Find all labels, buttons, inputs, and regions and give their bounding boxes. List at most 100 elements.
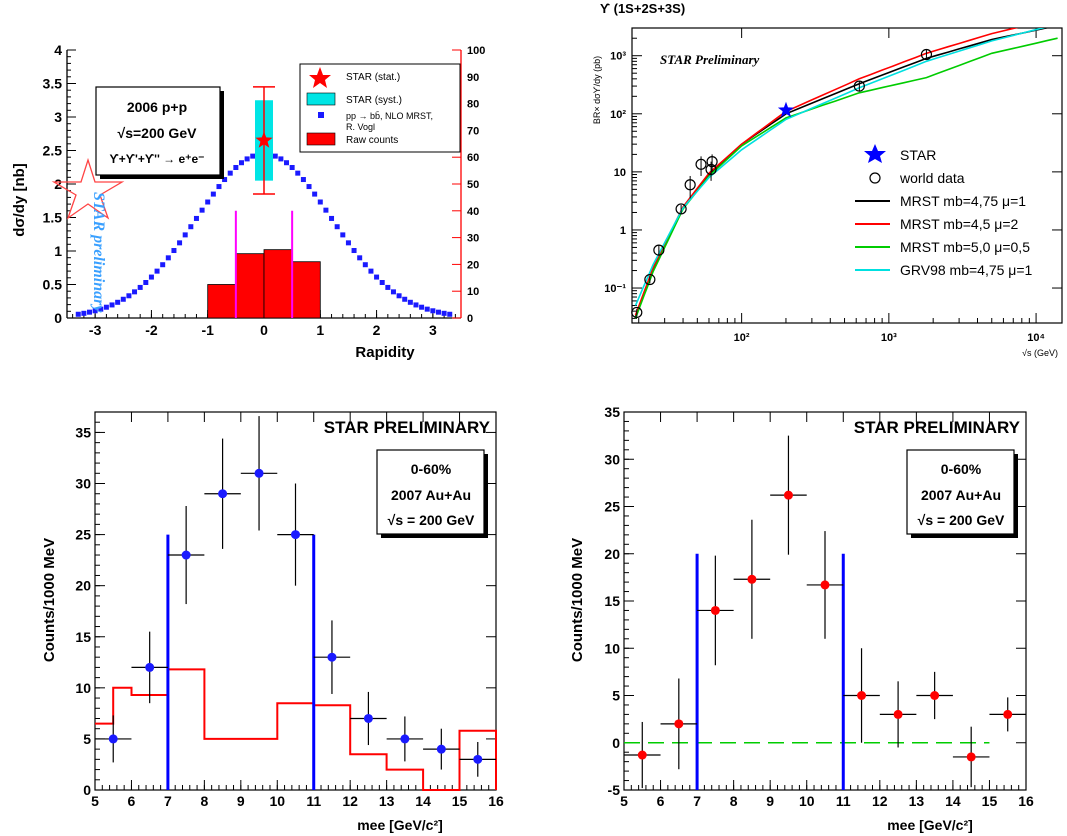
p1-nlo-point bbox=[244, 156, 250, 162]
p2-title: ϒ (1S+2S+3S) bbox=[600, 1, 685, 16]
p1-nlo-point bbox=[132, 289, 138, 295]
p1-legend-label-3: R. Vogl bbox=[346, 122, 375, 132]
p3-info-box-shadow-bottom bbox=[381, 534, 488, 538]
p1-nlo-point bbox=[300, 177, 306, 183]
p4-x-tick-label: 8 bbox=[730, 793, 738, 809]
p3-y-tick-label: 10 bbox=[75, 680, 91, 696]
p2-annotation: STAR Preliminary bbox=[660, 52, 760, 67]
p4-x-tick-label: 14 bbox=[945, 793, 961, 809]
p1-nlo-point bbox=[351, 248, 357, 254]
p2-world-point bbox=[644, 273, 656, 286]
p1-legend: STAR (stat.) STAR (syst.) pp → bb̄, NLO … bbox=[299, 63, 461, 153]
p4-ylabel: Counts/1000 MeV bbox=[569, 538, 586, 662]
p1-nlo-point bbox=[295, 170, 301, 176]
p1-info-box: 2006 p+p √s=200 GeV ϒ+ϒ'+ϒ'' → e⁺e⁻ bbox=[95, 86, 224, 179]
p1-watermark-star-icon bbox=[51, 157, 125, 220]
p2-plot-area bbox=[631, 28, 1058, 319]
p1-nlo-point bbox=[177, 240, 183, 246]
p1-y2-tick-label: 10 bbox=[467, 286, 479, 298]
p4-x-tick-label: 6 bbox=[657, 793, 665, 809]
p1-y-tick-label: 0.5 bbox=[43, 277, 63, 293]
p2-world-point bbox=[853, 80, 865, 92]
p1-y2-tick-label: 90 bbox=[467, 72, 479, 84]
p1-nlo-point bbox=[103, 304, 109, 310]
p1-nlo-point bbox=[323, 207, 329, 213]
p3-y-tick-label: 5 bbox=[83, 731, 91, 747]
p1-nlo-point bbox=[312, 191, 318, 197]
p1-nlo-point bbox=[424, 306, 430, 312]
p1-nlo-point bbox=[413, 302, 419, 308]
p3-y-tick-label: 30 bbox=[75, 476, 91, 492]
p2-world-point bbox=[684, 179, 696, 191]
p3-data-point bbox=[400, 734, 410, 744]
p4-data-point bbox=[930, 691, 940, 700]
panel-cross-section: ϒ (1S+2S+3S) BR× dσϒ/dy (pb) √s (GeV) ST… bbox=[592, 1, 1063, 358]
p2-legend-circle-icon bbox=[869, 172, 881, 184]
p1-nlo-point bbox=[210, 191, 216, 197]
p1-nlo-point bbox=[137, 284, 143, 290]
p2-y-tick-label: 10³ bbox=[610, 51, 626, 63]
p4-data-point bbox=[966, 752, 976, 762]
p2-legend-label-4: MRST mb=5,0 μ=0,5 bbox=[900, 239, 1030, 255]
p1-x-tick-label: 1 bbox=[316, 322, 324, 338]
p1-nlo-point bbox=[81, 310, 87, 316]
p2-ylabel: BR× dσϒ/dy (pb) bbox=[592, 56, 602, 124]
p2-x-tick-label: 10⁴ bbox=[1027, 332, 1045, 344]
p1-y2-tick-label: 70 bbox=[467, 125, 479, 137]
p1-nlo-point bbox=[126, 293, 132, 299]
p3-x-tick-label: 8 bbox=[200, 793, 208, 809]
p2-frame bbox=[631, 27, 1063, 324]
p4-y-tick-label: 20 bbox=[604, 546, 620, 562]
p1-nlo-point bbox=[98, 306, 104, 312]
p1-nlo-point bbox=[329, 215, 335, 221]
p4-x-tick-label: 9 bbox=[766, 793, 774, 809]
p4-data-point bbox=[1003, 709, 1013, 719]
p4-y-tick-label: 25 bbox=[604, 499, 620, 515]
p1-raw-bar bbox=[263, 249, 293, 319]
p1-legend-star-icon bbox=[309, 67, 331, 88]
p4-x-tick-label: 12 bbox=[872, 793, 888, 809]
p3-info-line-1: 0-60% bbox=[411, 461, 452, 477]
p3-data-point bbox=[218, 489, 228, 499]
p1-y-tick-label: 4 bbox=[54, 42, 62, 58]
p1-nlo-point bbox=[160, 262, 166, 268]
p1-x-tick-label: 2 bbox=[373, 322, 381, 338]
p4-data-point bbox=[674, 719, 684, 729]
p1-y2-tick-label: 80 bbox=[467, 99, 479, 111]
p1-nlo-point bbox=[278, 156, 284, 162]
p1-nlo-point bbox=[188, 224, 194, 230]
p1-nlo-point bbox=[272, 153, 278, 159]
p2-world-point bbox=[675, 203, 687, 215]
p2-legend-label-3: MRST mb=4,5 μ=2 bbox=[900, 216, 1019, 232]
p1-nlo-point bbox=[165, 255, 171, 261]
p3-info-line-2: 2007 Au+Au bbox=[391, 487, 471, 503]
p3-frame bbox=[94, 411, 497, 791]
p2-legend-label-0: STAR bbox=[900, 147, 936, 163]
p3-x-tick-label: 13 bbox=[379, 793, 395, 809]
p3-info-box-shadow bbox=[484, 454, 488, 538]
p4-axis-ticks: 5 6 7 8 9 10 11 12 13 14 15 16 -5 0 5 10 15 20 25 30 35 bbox=[604, 404, 1034, 809]
p4-data-point bbox=[710, 605, 720, 615]
p4-data-point bbox=[783, 490, 793, 500]
p4-x-tick-label: 5 bbox=[620, 793, 628, 809]
p1-legend-syst-swatch bbox=[306, 92, 336, 106]
p1-nlo-point bbox=[250, 153, 256, 159]
p1-legend-nlo-swatch bbox=[318, 112, 324, 118]
p1-xlabel: Rapidity bbox=[355, 344, 415, 361]
p1-nlo-point bbox=[419, 304, 425, 310]
p2-legend-star-icon bbox=[864, 144, 886, 163]
p4-info-line-2: 2007 Au+Au bbox=[921, 487, 1001, 503]
p3-x-tick-label: 5 bbox=[91, 793, 99, 809]
p1-y2-tick-label: 20 bbox=[467, 259, 479, 271]
p3-y-tick-label: 35 bbox=[75, 424, 91, 440]
p2-world-point bbox=[653, 244, 665, 256]
p4-data-point bbox=[747, 574, 757, 584]
p1-x-tick-label: 0 bbox=[260, 322, 268, 338]
p4-info-line-1: 0-60% bbox=[941, 461, 982, 477]
p3-data-point bbox=[473, 754, 483, 764]
p2-legend-label-5: GRV98 mb=4,75 μ=1 bbox=[900, 262, 1033, 278]
panel-mass-raw: Counts/1000 MeV mee [GeV/c²] STAR PRELIM… bbox=[41, 411, 504, 833]
p1-nlo-point bbox=[306, 184, 312, 190]
